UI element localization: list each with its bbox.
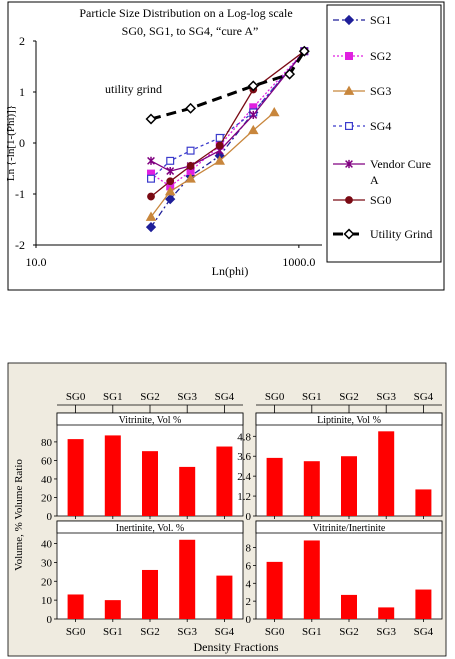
chart1-legend-marker bbox=[345, 159, 353, 169]
chart1-data-point bbox=[145, 113, 157, 125]
chart1-y-axis-label: Ln {-ln[1-(Phi)]} bbox=[5, 105, 17, 181]
chart1-data-point bbox=[215, 141, 224, 150]
chart1-legend-marker bbox=[345, 196, 353, 204]
chart1-data-point bbox=[164, 186, 176, 196]
chart1-x-tick-label: 10.0 bbox=[26, 255, 47, 269]
chart1-data-point bbox=[215, 133, 224, 142]
chart1-data-point bbox=[214, 155, 226, 165]
chart1-x-axis-label: Ln(phi) bbox=[212, 264, 249, 278]
chart1-legend-label: Utility Grind bbox=[370, 227, 432, 241]
chart1-data-point bbox=[165, 193, 176, 205]
chart1-legend-label: SG4 bbox=[370, 119, 391, 133]
chart1-data-point bbox=[166, 156, 175, 165]
chart1-legend-marker bbox=[343, 14, 355, 26]
chart1-y-tick-label: -2 bbox=[15, 238, 25, 252]
chart1-data-point bbox=[147, 192, 155, 201]
chart1-data-point bbox=[166, 166, 175, 176]
chart1-data-point bbox=[247, 80, 259, 92]
chart1-legend-label: Vendor Cure bbox=[370, 157, 431, 171]
chart1-legend-label: SG0 bbox=[370, 193, 391, 207]
chart1-y-tick-label: 2 bbox=[19, 34, 25, 48]
chart1-data-point bbox=[147, 156, 155, 165]
chart1-series-line bbox=[150, 50, 305, 228]
chart1-data-point bbox=[186, 162, 195, 170]
chart1-data-point bbox=[166, 177, 175, 186]
chart1-data-point bbox=[185, 102, 197, 114]
chart1-data-point bbox=[248, 124, 259, 135]
chart1-data-point bbox=[185, 173, 196, 183]
chart1-subtitle: SG0, SG1, to SG4, “cure A” bbox=[122, 24, 259, 38]
chart1-legend-label: SG2 bbox=[370, 49, 391, 63]
chart1-legend-label: A bbox=[370, 173, 379, 187]
chart1-plot-area: 2 1 0 -1 -210.0 1000.0 bbox=[15, 34, 322, 269]
chart1-y-tick-label: -1 bbox=[15, 187, 25, 201]
chart1-data-point bbox=[145, 222, 157, 233]
chart1-y-tick-label: 1 bbox=[19, 85, 25, 99]
chart1-data-point bbox=[298, 45, 310, 57]
chart1-data-point bbox=[284, 68, 296, 80]
chart1-legend-marker bbox=[345, 51, 354, 60]
chart1-series-line bbox=[150, 50, 305, 172]
chart1-legend-label: SG1 bbox=[370, 13, 391, 27]
chart1-data-point bbox=[145, 211, 157, 221]
chart1-data-point bbox=[249, 110, 258, 120]
chart1-annotation: utility grind bbox=[105, 82, 162, 96]
chart1-series-line bbox=[150, 111, 275, 218]
chart1-data-point bbox=[186, 146, 195, 155]
chart1-data-point bbox=[147, 174, 156, 183]
chart1-legend-label: SG3 bbox=[370, 84, 391, 98]
chart1-data-point bbox=[268, 106, 280, 117]
chart1-legend-marker bbox=[343, 228, 355, 240]
chart1-legend-items: SG1 SG2 SG3 SG4 Vendor Cure A SG0 Utility Grind bbox=[333, 13, 432, 241]
chart1-legend-marker bbox=[345, 121, 354, 130]
chart1-title: Particle Size Distribution on a Log-log … bbox=[79, 6, 292, 20]
chart1-legend bbox=[326, 4, 442, 263]
chart1-y-tick-label: 0 bbox=[19, 136, 25, 150]
chart1-legend-marker bbox=[343, 85, 355, 95]
chart1-x-tick-label: 1000.0 bbox=[282, 255, 315, 269]
